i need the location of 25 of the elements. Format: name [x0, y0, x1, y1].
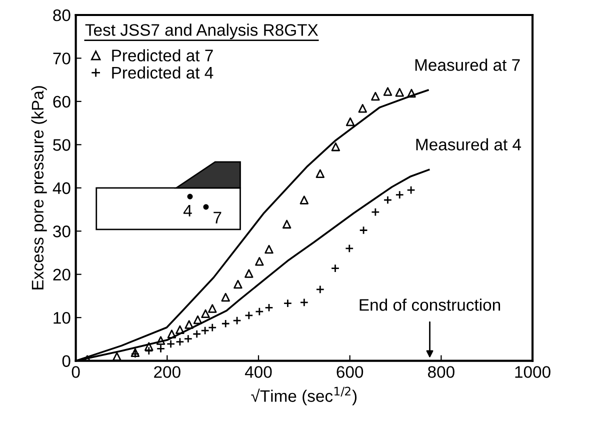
y-axis-title: Excess pore pressure (kPa) — [31, 86, 47, 290]
annotation: 7 — [214, 212, 222, 224]
annotation: End of construction — [360, 298, 500, 311]
x-tick-label: 800 — [428, 366, 454, 378]
y-tick-label: 50 — [53, 139, 70, 151]
x-tick-label: 1000 — [515, 366, 550, 378]
chart-title: Test JSS7 and Analysis R8GTX — [85, 24, 318, 40]
series-label: Measured at 7 — [415, 58, 520, 71]
legend-label: Predicted at 7 — [112, 49, 213, 62]
y-tick-label: 70 — [53, 52, 70, 64]
x-tick-label: 600 — [336, 366, 364, 378]
y-tick-label: 30 — [53, 226, 70, 238]
y-tick-label: 20 — [53, 268, 70, 281]
x-tick-label: 400 — [244, 366, 272, 378]
y-tick-label: 80 — [53, 9, 70, 22]
y-tick-label: 0 — [62, 355, 70, 368]
annotation: 4 — [183, 204, 192, 216]
series-label: Measured at 4 — [416, 138, 522, 150]
x-tick-label: 200 — [154, 366, 180, 378]
y-tick-label: 60 — [53, 96, 70, 108]
legend-label: Predicted at 4 — [112, 66, 214, 79]
y-tick-label: 40 — [52, 182, 70, 194]
y-tick-label: 10 — [54, 312, 70, 324]
x-tick-label: 0 — [72, 366, 80, 378]
x-axis-title: √Time (sec$^{1/2}$) — [251, 386, 357, 406]
